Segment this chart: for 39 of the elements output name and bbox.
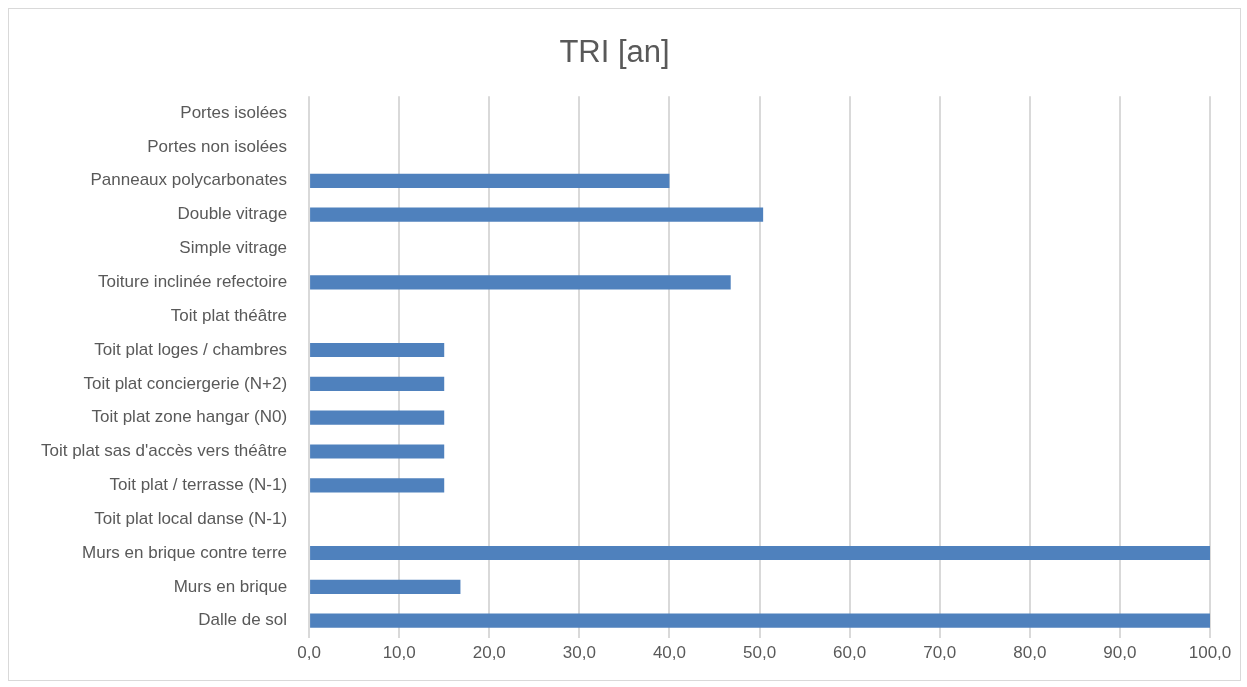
y-tick-label: Toit plat zone hangar (N0)	[91, 407, 288, 427]
y-tick-label: Portes isolées	[180, 102, 288, 122]
y-tick-label: Toiture inclinée refectoire	[98, 271, 288, 291]
bar	[310, 444, 445, 459]
x-tick-label: 60,0	[833, 643, 867, 663]
y-tick-label: Dalle de sol	[198, 610, 288, 630]
x-tick-label: 0,0	[297, 643, 321, 663]
chart-title: TRI [an]	[559, 34, 670, 70]
x-tick-label: 30,0	[562, 643, 596, 663]
y-tick-label: Portes non isolées	[147, 136, 288, 156]
x-tick-label: 50,0	[743, 643, 777, 663]
bar	[310, 613, 1210, 628]
x-tick-label: 70,0	[923, 643, 957, 663]
bar	[310, 275, 731, 290]
bar	[310, 376, 445, 391]
x-tick-label: 90,0	[1103, 643, 1137, 663]
y-tick-label: Murs en brique contre terre	[82, 542, 288, 562]
y-tick-label: Toit plat local danse (N-1)	[94, 508, 288, 528]
x-tick-label: 10,0	[382, 643, 416, 663]
bar	[310, 478, 445, 493]
bar	[310, 410, 445, 425]
y-tick-label: Toit plat sas d'accès vers théâtre	[40, 441, 288, 461]
bar	[310, 207, 764, 222]
bar	[310, 342, 445, 358]
y-tick-label: Simple vitrage	[179, 238, 288, 258]
bar	[310, 173, 670, 188]
y-tick-label: Toit plat théâtre	[170, 305, 288, 325]
y-tick-label: Toit plat loges / chambres	[94, 339, 288, 359]
y-tick-label: Murs en brique	[173, 576, 288, 596]
x-tick-label: 80,0	[1013, 643, 1047, 663]
y-tick-label: Toit plat conciergerie (N+2)	[83, 373, 288, 393]
x-tick-label: 100,0	[1188, 643, 1232, 663]
bar	[310, 579, 461, 594]
y-tick-label: Panneaux polycarbonates	[90, 170, 288, 190]
x-tick-label: 20,0	[472, 643, 506, 663]
bar	[310, 545, 1210, 561]
x-tick-label: 40,0	[652, 643, 686, 663]
y-tick-label: Toit plat / terrasse (N-1)	[109, 475, 288, 495]
y-tick-label: Double vitrage	[177, 204, 288, 224]
